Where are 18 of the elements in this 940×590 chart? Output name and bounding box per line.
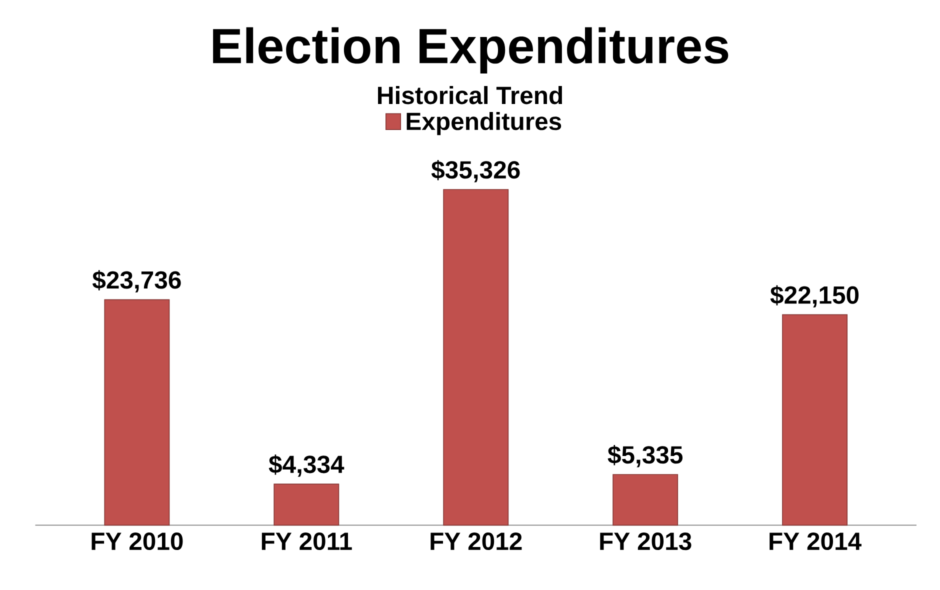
bar <box>274 484 340 526</box>
x-tick-label: FY 2010 <box>92 532 183 550</box>
x-tick-label: FY 2013 <box>600 532 692 550</box>
data-label: $22,150 <box>770 285 859 308</box>
data-label: $4,334 <box>268 454 344 477</box>
data-label: $35,326 <box>431 160 520 182</box>
chart-title: Election Expenditures <box>213 27 728 74</box>
x-tick-label: FY 2014 <box>770 532 862 550</box>
bar <box>443 189 509 526</box>
x-tick-label: FY 2011 <box>262 532 352 550</box>
data-label: $23,736 <box>92 270 181 292</box>
bar <box>782 314 848 526</box>
bar <box>104 299 170 526</box>
legend-label: Expenditures <box>406 112 562 136</box>
x-tick-label: FY 2012 <box>430 532 522 550</box>
bar <box>612 474 678 526</box>
data-label: $5,335 <box>608 445 683 468</box>
chart-subtitle: Historical Trend <box>378 86 562 104</box>
